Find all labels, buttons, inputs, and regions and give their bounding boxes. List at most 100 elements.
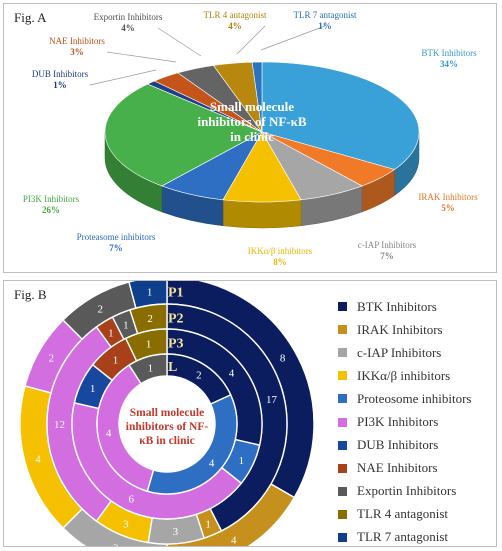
legend-item-irak-inhibitors: IRAK Inhibitors <box>338 318 494 341</box>
legend-item-pi3k-inhibitors: PI3K Inhibitors <box>338 410 494 433</box>
donut-center-title-line: Small molecule <box>130 407 204 419</box>
legend-label: Exportin Inhibitors <box>357 483 457 499</box>
legend-label: IRAK Inhibitors <box>357 321 443 337</box>
leader-line-dub-inhibitors <box>89 69 157 86</box>
ring-label-p3: P3 <box>168 337 184 352</box>
legend-swatch <box>338 463 347 473</box>
pie-top <box>104 61 420 203</box>
pie-percent-nae-inhibitors: 3% <box>70 47 84 57</box>
pie-label-ikk-inhibitors: IKKα/β inhibitors <box>248 246 313 256</box>
pie-label-btk-inhibitors: BTK Inhibitors <box>421 48 477 58</box>
donut-center-title: Small molecule inhibitors of NF-κB in cli… <box>126 407 209 447</box>
ring-label-l: L <box>168 360 177 375</box>
pie-percent-dub-inhibitors: 1% <box>53 80 67 90</box>
ring-p1-value-btk-inhibitors: 8 <box>280 352 286 364</box>
legend-swatch <box>338 532 347 542</box>
legend-item-dub-inhibitors: DUB Inhibitors <box>338 434 494 457</box>
ring-p3-value-pi3k-inhibitors: 6 <box>128 493 134 505</box>
pie-percent-ikk-inhibitors: 8% <box>273 257 287 267</box>
ring-p2-value-nae-inhibitors: 1 <box>108 327 114 339</box>
leader-line-tlr-7-antagonist <box>260 25 326 51</box>
pie-percent-tlr-4-antagonist: 4% <box>228 21 242 31</box>
pie-percent-pi3k-inhibitors: 26% <box>42 205 60 215</box>
ring-p1-value-c-iap-inhibitors: 3 <box>113 542 119 546</box>
pie-label-c-iap-inhibitors: c-IAP Inhibitors <box>358 240 417 250</box>
donut-center-title-line: inhibitors of NF- <box>126 421 209 433</box>
legend-item-c-iap-inhibitors: c-IAP Inhibitors <box>338 341 494 364</box>
legend-item-tlr-4-antagonist: TLR 4 antagonist <box>338 503 494 526</box>
ring-p2-value-irak-inhibitors: 1 <box>205 518 211 530</box>
legend-swatch <box>338 325 347 335</box>
ring-label-p1: P1 <box>168 286 184 301</box>
legend-label: DUB Inhibitors <box>357 437 439 453</box>
pie-center-title-line: in clinic <box>230 129 274 144</box>
donut-center-title-line: κB in clinic <box>139 435 195 447</box>
legend-item-ikk-inhibitors: IKKα/β inhibitors <box>338 364 494 387</box>
pie-label-pi3k-inhibitors: PI3K Inhibitors <box>23 194 80 204</box>
ring-p1-value-tlr-7-antagonist: 1 <box>147 287 153 299</box>
ring-p2-value-tlr-4-antagonist: 2 <box>147 313 153 325</box>
ring-labels: P1 P2 P3 L <box>168 286 184 376</box>
ring-p3-value-proteosome-inhibitors: 1 <box>239 455 245 467</box>
legend-swatch <box>338 371 347 381</box>
ring-p3-value-nae-inhibitors: 1 <box>113 354 119 366</box>
legend-label: c-IAP Inhibitors <box>357 344 442 360</box>
ring-p1-value-irak-inhibitors: 4 <box>231 535 237 546</box>
pie-label-tlr-7-antagonist: TLR 7 antagonist <box>294 10 357 20</box>
donut-rings: 843422117133121124161112441 <box>19 276 315 551</box>
figure-b-label: Fig. B <box>14 287 47 302</box>
pie-label-exportin-inhibitors: Exportin Inhibitors <box>94 12 163 22</box>
pie-percent-exportin-inhibitors: 4% <box>121 23 135 33</box>
ring-p3-value-tlr-4-antagonist: 1 <box>146 339 152 351</box>
legend-item-nae-inhibitors: NAE Inhibitors <box>338 457 494 480</box>
pie-percent-irak-inhibitors: 5% <box>441 203 455 213</box>
figure-a-label: Fig. A <box>14 10 47 25</box>
ring-l-segment-exportin-inhibitors <box>128 353 168 385</box>
ring-p1-value-pi3k-inhibitors: 2 <box>49 352 55 364</box>
legend-label: BTK Inhibitors <box>357 298 437 314</box>
figure-b-donut-chart: 843422117133121124161112441P1P2P3LSmall … <box>19 276 315 551</box>
figure-a-panel: Fig. A BTK Inhibitors 34% IRAK Inhibitors 5… <box>3 3 497 273</box>
leader-line-nae-inhibitors <box>106 51 177 63</box>
ring-l-value-proteosome-inhibitors: 4 <box>209 458 215 470</box>
legend-label: TLR 4 antagonist <box>357 506 448 522</box>
legend-item-proteosome-inhibitors: Proteosome inhibitors <box>338 387 494 410</box>
pie-center-title-line: inhibitors of NF-κB <box>197 114 306 129</box>
legend-item-exportin-inhibitors: Exportin Inhibitors <box>338 480 494 503</box>
legend-label: PI3K Inhibitors <box>357 414 439 430</box>
pie-percent-tlr-7-antagonist: 1% <box>318 21 332 31</box>
legend-label: Proteosome inhibitors <box>357 390 472 406</box>
ring-p2-value-btk-inhibitors: 17 <box>266 394 278 406</box>
legend-swatch <box>338 440 347 450</box>
pie-side-ikk-inhibitors <box>222 199 302 229</box>
legend-item-tlr-7-antagonist: TLR 7 antagonist <box>338 526 494 549</box>
pie-slice-pi3k-inhibitors <box>104 83 263 187</box>
leader-line-tlr-4-antagonist <box>236 25 266 55</box>
pie-percent-btk-inhibitors: 34% <box>440 59 458 69</box>
ring-l-value-btk-inhibitors: 2 <box>196 369 202 381</box>
ring-label-p2: P2 <box>168 312 184 327</box>
ring-l-value-pi3k-inhibitors: 4 <box>106 427 112 439</box>
pie-slice-tlr-7-antagonist <box>251 61 263 133</box>
legend-swatch <box>338 394 347 404</box>
pie-label-tlr-4-antagonist: TLR 4 antagonist <box>204 10 267 20</box>
ring-p2-value-ikk-inhibitors: 3 <box>123 518 129 530</box>
ring-p2-value-exportin-inhibitors: 1 <box>123 320 129 332</box>
ring-p1-value-ikk-inhibitors: 4 <box>35 454 41 466</box>
legend-item-btk-inhibitors: BTK Inhibitors <box>338 295 494 318</box>
pie-label-dub-inhibitors: DUB Inhibitors <box>32 69 89 79</box>
pie-slice-btk-inhibitors <box>261 61 420 170</box>
pie-center-title-line: Small molecule <box>210 99 294 114</box>
legend-swatch <box>338 486 347 496</box>
legend-label: IKKα/β inhibitors <box>357 367 451 383</box>
pie-label-nae-inhibitors: NAE Inhibitors <box>49 36 105 46</box>
pie-label-proteasome-inhibitors: Proteasome inhibitors <box>77 232 156 242</box>
ring-l: 2 4 4 1 <box>96 353 238 495</box>
pie-label-irak-inhibitors: IRAK Inhibitors <box>418 192 478 202</box>
legend-swatch <box>338 417 347 427</box>
figure-b-legend: BTK Inhibitors IRAK Inhibitors c-IAP Inhib… <box>338 295 494 549</box>
